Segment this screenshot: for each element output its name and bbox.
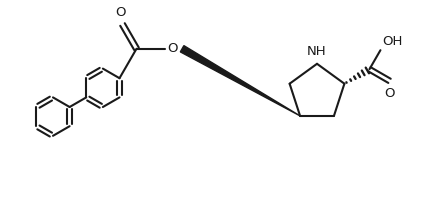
Text: O: O bbox=[384, 87, 395, 100]
Text: OH: OH bbox=[383, 35, 403, 48]
Text: O: O bbox=[167, 42, 177, 55]
Text: NH: NH bbox=[307, 45, 327, 58]
Text: O: O bbox=[115, 6, 126, 19]
Polygon shape bbox=[180, 46, 300, 116]
